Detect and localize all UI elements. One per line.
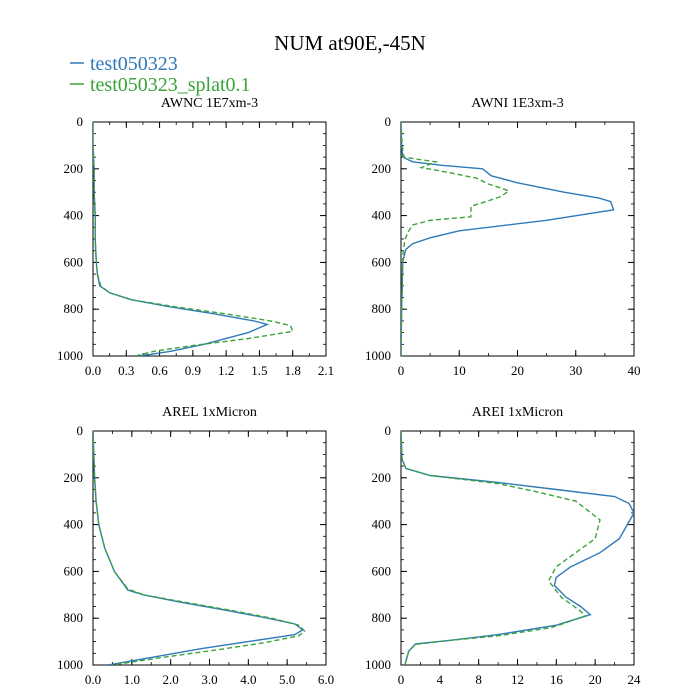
y-tick-label: 400	[64, 208, 84, 223]
panel-title: AREL 1xMicron	[162, 405, 257, 420]
y-tick-label: 400	[372, 208, 392, 223]
x-tick-label: 1.5	[251, 363, 267, 378]
series-line-1	[93, 431, 304, 665]
legend-label-series2: test050323_splat0.1	[90, 74, 251, 96]
y-tick-label: 600	[64, 254, 84, 269]
series-line-2	[93, 431, 306, 665]
y-tick-label: 1000	[365, 657, 391, 672]
figure-title: NUM at90E,-45N	[274, 31, 426, 55]
x-tick-label: 0.6	[151, 363, 168, 378]
x-tick-label: 3.0	[201, 672, 217, 687]
panel-title: AREI 1xMicron	[472, 405, 563, 420]
x-tick-label: 20	[589, 672, 602, 687]
x-tick-label: 1.8	[285, 363, 301, 378]
y-tick-label: 800	[372, 301, 392, 316]
y-tick-label: 600	[64, 563, 84, 578]
x-tick-label: 4	[437, 672, 444, 687]
y-tick-label: 800	[64, 301, 84, 316]
x-tick-label: 40	[628, 363, 641, 378]
x-tick-label: 0.0	[85, 363, 101, 378]
x-tick-label: 1.0	[124, 672, 140, 687]
y-tick-label: 600	[372, 254, 392, 269]
x-tick-label: 0.3	[118, 363, 134, 378]
x-tick-label: 10	[453, 363, 466, 378]
y-tick-label: 0	[77, 114, 84, 129]
x-tick-label: 0	[398, 672, 405, 687]
y-tick-label: 0	[385, 423, 392, 438]
y-tick-label: 800	[372, 610, 392, 625]
x-tick-label: 0	[398, 363, 405, 378]
y-tick-label: 200	[372, 161, 392, 176]
panel-title: AWNI 1E3xm-3	[471, 96, 564, 111]
y-tick-label: 800	[64, 610, 84, 625]
y-tick-label: 1000	[57, 348, 83, 363]
x-tick-label: 30	[569, 363, 582, 378]
x-tick-label: 4.0	[240, 672, 256, 687]
series-line-2	[93, 122, 294, 356]
plot-frame	[400, 121, 635, 357]
x-tick-label: 8	[475, 672, 482, 687]
x-tick-label: 12	[511, 672, 524, 687]
plot-frame	[92, 430, 327, 666]
x-tick-label: 2.0	[163, 672, 179, 687]
panel-4: AREI 1xMicron 0 200 400 600 800 1000 0 4 8 12 16 20 2…	[365, 405, 641, 687]
plot-frame	[92, 121, 327, 357]
y-tick-label: 400	[64, 517, 84, 532]
y-tick-label: 200	[372, 470, 392, 485]
y-tick-label: 200	[64, 161, 84, 176]
series-line-2	[401, 431, 601, 665]
x-tick-label: 20	[511, 363, 524, 378]
y-tick-label: 1000	[365, 348, 391, 363]
series-line-1	[401, 431, 634, 665]
series-line-2	[401, 122, 511, 356]
y-tick-label: 1000	[57, 657, 83, 672]
x-tick-label: 6.0	[318, 672, 334, 687]
panel-title: AWNC 1E7xm-3	[161, 96, 258, 111]
x-tick-label: 16	[550, 672, 564, 687]
y-tick-label: 0	[385, 114, 392, 129]
y-tick-label: 600	[372, 563, 392, 578]
x-tick-label: 0.9	[185, 363, 201, 378]
y-tick-label: 400	[372, 517, 392, 532]
x-tick-label: 2.1	[318, 363, 334, 378]
legend: test050323 test050323_splat0.1	[70, 53, 251, 96]
series-line-1	[93, 122, 270, 356]
plot-frame	[400, 430, 635, 666]
x-tick-label: 5.0	[279, 672, 295, 687]
x-tick-label: 0.0	[85, 672, 101, 687]
x-tick-label: 24	[628, 672, 642, 687]
series-line-1	[401, 122, 615, 356]
y-tick-label: 200	[64, 470, 84, 485]
panel-2: AWNI 1E3xm-3 0 200 400 600 800 1000 0 10 20 30 40	[365, 96, 641, 378]
legend-label-series1: test050323	[90, 53, 178, 75]
x-tick-label: 1.2	[218, 363, 234, 378]
y-tick-label: 0	[77, 423, 84, 438]
